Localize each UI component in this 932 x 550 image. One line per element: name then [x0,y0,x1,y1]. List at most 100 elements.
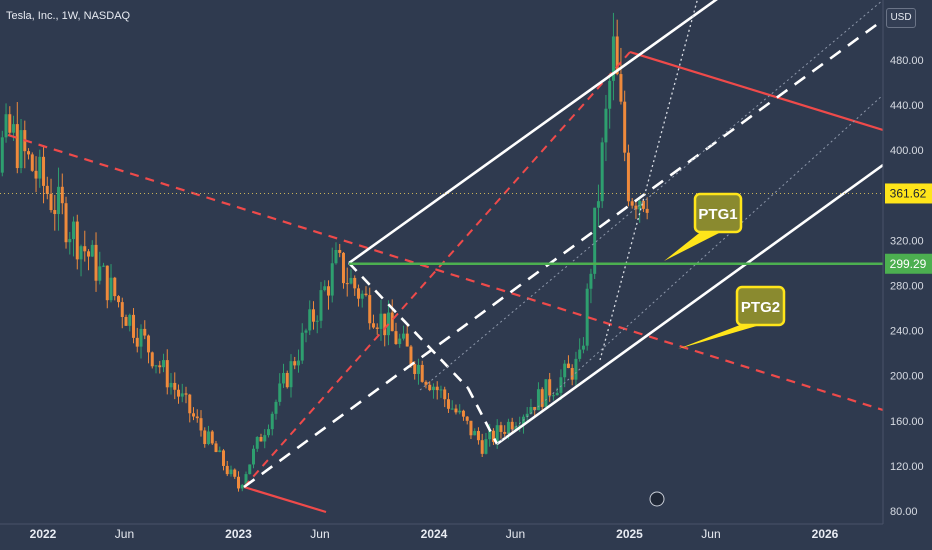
dotted-fan-line-2[interactable] [496,94,883,445]
candle-body [514,426,518,430]
candle-body [57,186,61,215]
candle-body [158,365,162,368]
candle-body [529,407,533,414]
candle-body [34,170,38,179]
candle-body [401,333,405,339]
candles-group [0,12,649,492]
candle-body [281,372,285,384]
channel-lower-line[interactable] [496,163,883,446]
x-tick-label: 2022 [30,527,57,541]
candle-body [87,251,91,257]
event-marker-icon[interactable] [649,491,665,507]
candle-body [274,401,278,414]
candle-body [199,418,203,431]
candle-body [480,440,484,454]
y-tick-label: 240.00 [890,326,924,338]
currency-button[interactable]: USD [886,8,916,28]
y-tick-label: 400.00 [890,145,924,157]
zigzag-leg-1[interactable] [348,262,469,389]
x-tick-label: 2026 [812,527,839,541]
candle-body [589,273,593,289]
candle-body [207,431,211,445]
support-price-tag [885,253,932,274]
candle-body [311,309,315,322]
candle-body [75,221,79,260]
candle-body [428,384,432,391]
y-tick-label: 200.00 [890,371,924,383]
candle-body [278,383,282,402]
candle-body [566,363,570,369]
candle-body [645,208,649,213]
candle-body [139,328,143,347]
dotted-steep-line[interactable] [599,0,700,361]
support-price-label: 299.29 [890,257,927,271]
ptg2-callout[interactable]: PTG2 [678,285,786,349]
candle-body [53,210,57,215]
candle-body [574,358,578,380]
zigzag-leg-2[interactable] [466,387,499,445]
candle-body [375,327,379,329]
symbol-title[interactable]: Tesla, Inc., 1W, NASDAQ [6,10,131,22]
candle-body [405,333,409,347]
candle-body [450,408,454,410]
candle-body [484,439,488,454]
candle-body [604,108,608,143]
candle-body [623,101,627,153]
candle-body [162,360,166,368]
candle-body [8,114,12,133]
candle-body [68,239,72,243]
candle-body [578,349,582,359]
candle-body [499,425,503,432]
candle-body [90,244,94,257]
candle-body [293,361,297,366]
red-solid-trendline-low[interactable] [243,485,327,514]
candle-body [416,364,420,374]
candle-body [94,244,98,281]
y-tick-label: 160.00 [890,416,924,428]
ptg1-callout-box [693,192,743,234]
ptg1-callout[interactable]: PTG1 [664,192,743,261]
x-tick-label: 2024 [421,527,448,541]
candle-body [585,288,589,346]
channel-upper-line[interactable] [348,0,883,265]
candle-body [424,381,428,385]
candle-body [454,408,458,413]
candle-body [177,389,181,397]
red-solid-trendline-top[interactable] [629,50,883,132]
dotted-fan-line-1[interactable] [419,0,883,391]
candle-body [619,74,623,102]
candle-body [641,200,645,209]
candle-body [218,450,222,453]
candle-body [368,295,372,324]
y-tick-label: 440.00 [890,100,924,112]
candle-body [255,436,259,449]
candle-body [154,365,158,367]
candle-body [64,203,68,243]
candle-body [503,431,507,434]
candle-body [473,431,477,436]
candle-body [540,389,544,407]
candle-body [349,277,353,284]
ptg1-callout-label: PTG1 [698,206,737,223]
candle-body [326,286,330,296]
candle-body [345,283,349,285]
candle-body [124,316,128,326]
candle-body [488,430,492,440]
candle-body [117,296,121,303]
candle-body [289,361,293,388]
y-tick-label: 80.00 [890,506,918,518]
candle-body [147,335,151,353]
candle-body [233,469,237,477]
red-dashed-downtrend[interactable] [7,133,883,412]
candle-body [446,399,450,409]
candle-body [173,382,177,390]
y-tick-label: 320.00 [890,235,924,247]
candle-body [296,360,300,366]
candle-body [109,277,113,301]
candle-body [383,313,387,336]
candle-body [626,152,630,202]
candle-body [443,389,447,400]
candle-body [79,246,83,260]
candle-body [371,323,375,328]
